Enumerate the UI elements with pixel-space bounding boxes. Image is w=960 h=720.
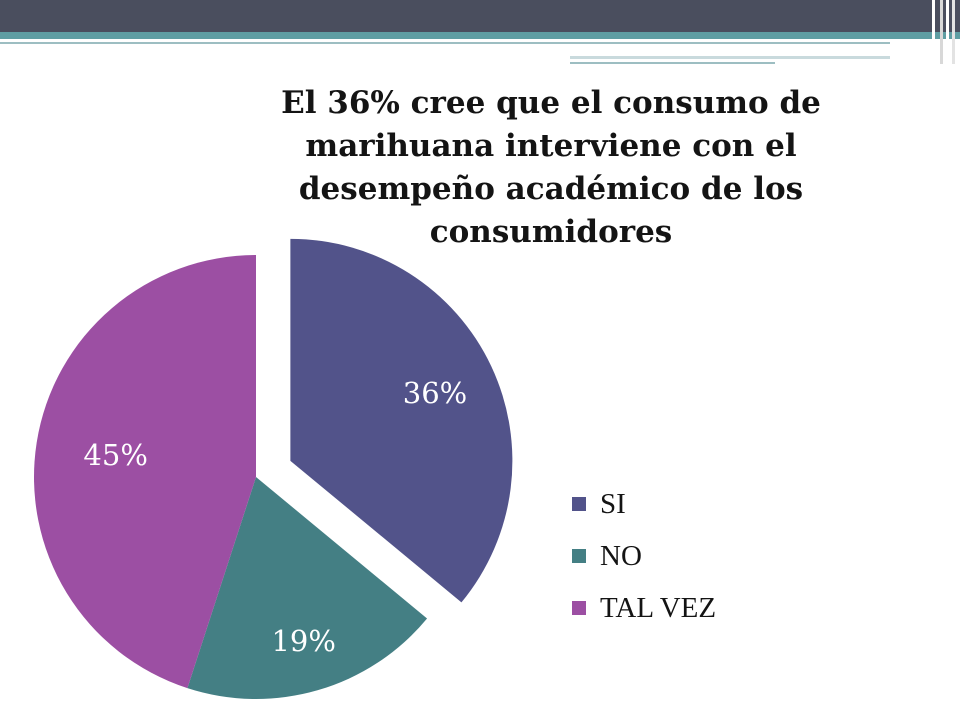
- decorative-line: [570, 56, 890, 59]
- legend-label-si: SI: [600, 487, 626, 520]
- pie-data-label-tal-vez: 45%: [83, 438, 147, 472]
- legend-swatch-talvez: [572, 601, 586, 615]
- decorative-stripe: [946, 0, 949, 64]
- pie-slice-tal-vez: [33, 255, 256, 689]
- decorative-stripe: [932, 0, 935, 64]
- pie-data-label-si: 36%: [403, 376, 467, 410]
- pie-slice-no: [187, 477, 428, 699]
- slide-header-bar: [0, 0, 960, 32]
- legend-item-talvez: TAL VEZ: [572, 582, 716, 634]
- legend-item-si: SI: [572, 478, 716, 530]
- legend-swatch-no: [572, 549, 586, 563]
- legend-item-no: NO: [572, 530, 716, 582]
- decorative-stripe: [952, 0, 955, 64]
- legend-label-no: NO: [600, 539, 642, 572]
- legend-swatch-si: [572, 497, 586, 511]
- chart-title: El 36% cree que el consumo de marihuana …: [281, 85, 821, 250]
- decorative-line: [0, 42, 890, 44]
- decorative-stripe: [940, 0, 943, 64]
- legend-label-talvez: TAL VEZ: [600, 591, 717, 624]
- decorative-line: [570, 62, 775, 64]
- slide-accent-bar: [0, 32, 960, 39]
- pie-data-label-no: 19%: [271, 624, 335, 658]
- pie-slice-si: [290, 238, 513, 603]
- chart-legend: SI NO TAL VEZ: [572, 478, 716, 634]
